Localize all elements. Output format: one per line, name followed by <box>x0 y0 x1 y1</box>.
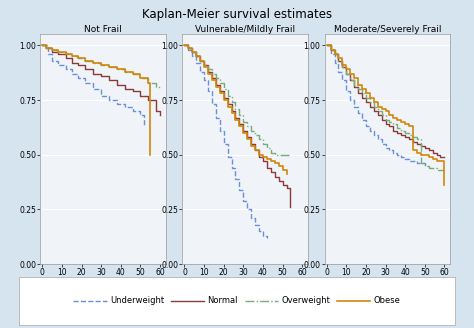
X-axis label: Months: Months <box>88 278 118 288</box>
Legend: Underweight, Normal, Overweight, Obese: Underweight, Normal, Overweight, Obese <box>70 293 404 309</box>
Title: Vulnerable/Mildly Frail: Vulnerable/Mildly Frail <box>195 25 295 34</box>
Title: Moderate/Severely Frail: Moderate/Severely Frail <box>334 25 441 34</box>
Title: Not Frail: Not Frail <box>84 25 122 34</box>
Text: Kaplan-Meier survival estimates: Kaplan-Meier survival estimates <box>142 8 332 21</box>
X-axis label: Months: Months <box>372 278 403 288</box>
X-axis label: Months: Months <box>230 278 261 288</box>
